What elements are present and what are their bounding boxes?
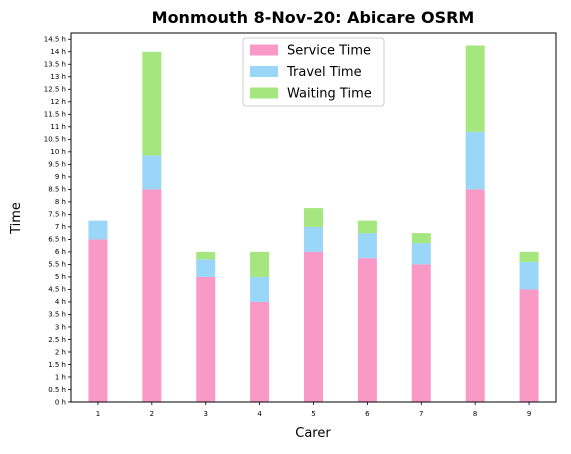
- y-tick-label: 11 h: [50, 123, 66, 131]
- x-tick-label: 1: [96, 410, 100, 418]
- y-tick-label: 3 h: [55, 323, 66, 331]
- y-tick-label: 4 h: [55, 298, 66, 306]
- y-tick-label: 0.5 h: [48, 386, 66, 394]
- bar-travel-time-1: [88, 220, 108, 240]
- bar-travel-time-9: [519, 261, 539, 290]
- y-tick-label: 2 h: [55, 348, 66, 356]
- bar-service-time-8: [465, 189, 485, 402]
- bar-service-time-7: [411, 264, 431, 402]
- y-tick-label: 6.5 h: [48, 236, 66, 244]
- y-tick-label: 1 h: [55, 373, 66, 381]
- bar-waiting-time-8: [465, 45, 485, 132]
- bar-waiting-time-6: [357, 220, 377, 234]
- y-tick-label: 8 h: [55, 198, 66, 206]
- y-tick-label: 2.5 h: [48, 336, 66, 344]
- axes: 0 h 0.5 h 1 h 1.5 h 2 h 2.5 h 3 h 3.5 h 4 h 4.5 h…: [44, 32, 557, 418]
- legend-label: Waiting Time: [287, 87, 372, 102]
- bar-waiting-time-3: [196, 251, 216, 260]
- bar-travel-time-2: [142, 155, 162, 190]
- y-tick-label: 14.5 h: [44, 36, 66, 44]
- bar-waiting-time-4: [250, 251, 270, 277]
- plot-area: [88, 45, 539, 402]
- y-tick-label: 12.5 h: [44, 86, 66, 94]
- y-tick-label: 10.5 h: [44, 136, 66, 144]
- x-tick-label: 7: [419, 410, 423, 418]
- legend-swatch: [250, 87, 278, 99]
- y-tick-label: 13 h: [50, 73, 66, 81]
- y-tick-label: 0 h: [55, 398, 66, 406]
- y-tick-label: 8.5 h: [48, 186, 66, 194]
- legend-swatch: [250, 44, 278, 56]
- legend: Service Time Travel Time Waiting Time: [242, 37, 385, 107]
- y-tick-label: 7 h: [55, 223, 66, 231]
- bar-waiting-time-7: [411, 233, 431, 244]
- y-tick-label: 14 h: [50, 48, 66, 56]
- legend-box: [242, 37, 385, 107]
- x-tick-label: 8: [473, 410, 477, 418]
- bar-service-time-9: [519, 289, 539, 402]
- bar-travel-time-5: [304, 226, 323, 252]
- y-tick-label: 5.5 h: [48, 261, 66, 269]
- x-tick-label: 9: [527, 410, 531, 418]
- bar-service-time-5: [304, 251, 323, 402]
- bar-service-time-3: [196, 276, 216, 402]
- y-tick-label: 7.5 h: [48, 211, 66, 219]
- bar-travel-time-3: [196, 259, 216, 277]
- y-tick-label: 10 h: [50, 148, 66, 156]
- y-tick-label: 3.5 h: [48, 311, 66, 319]
- bar-service-time-4: [250, 301, 270, 402]
- y-tick-label: 11.5 h: [44, 111, 66, 119]
- bar-waiting-time-5: [304, 208, 323, 227]
- bar-service-time-6: [357, 258, 377, 402]
- y-tick-label: 1.5 h: [48, 361, 66, 369]
- legend-label: Service Time: [287, 44, 371, 59]
- bar-travel-time-7: [411, 243, 431, 265]
- y-tick-label: 12 h: [50, 98, 66, 106]
- x-tick-label: 4: [257, 410, 262, 418]
- y-tick-label: 13.5 h: [44, 61, 66, 69]
- y-tick-label: 5 h: [55, 273, 66, 281]
- bar-waiting-time-9: [519, 251, 539, 262]
- x-tick-label: 6: [365, 410, 370, 418]
- y-tick-label: 4.5 h: [48, 286, 66, 294]
- y-axis-label: Time: [9, 202, 24, 235]
- bar-travel-time-4: [250, 276, 270, 302]
- bar-travel-time-8: [465, 131, 485, 190]
- x-tick-label: 5: [311, 410, 315, 418]
- y-tick-label: 6 h: [55, 248, 66, 256]
- x-tick-label: 2: [150, 410, 154, 418]
- y-tick-label: 9 h: [55, 173, 66, 181]
- bar-service-time-1: [88, 239, 108, 402]
- legend-label: Travel Time: [286, 65, 362, 80]
- bar-waiting-time-2: [142, 51, 162, 156]
- chart-title: Monmouth 8-Nov-20: Abicare OSRM: [152, 8, 475, 27]
- bar-service-time-2: [142, 189, 162, 402]
- x-axis-label: Carer: [295, 426, 331, 441]
- legend-swatch: [250, 66, 278, 77]
- x-tick-label: 3: [203, 410, 207, 418]
- bar-travel-time-6: [357, 233, 377, 259]
- y-tick-label: 9.5 h: [48, 161, 66, 169]
